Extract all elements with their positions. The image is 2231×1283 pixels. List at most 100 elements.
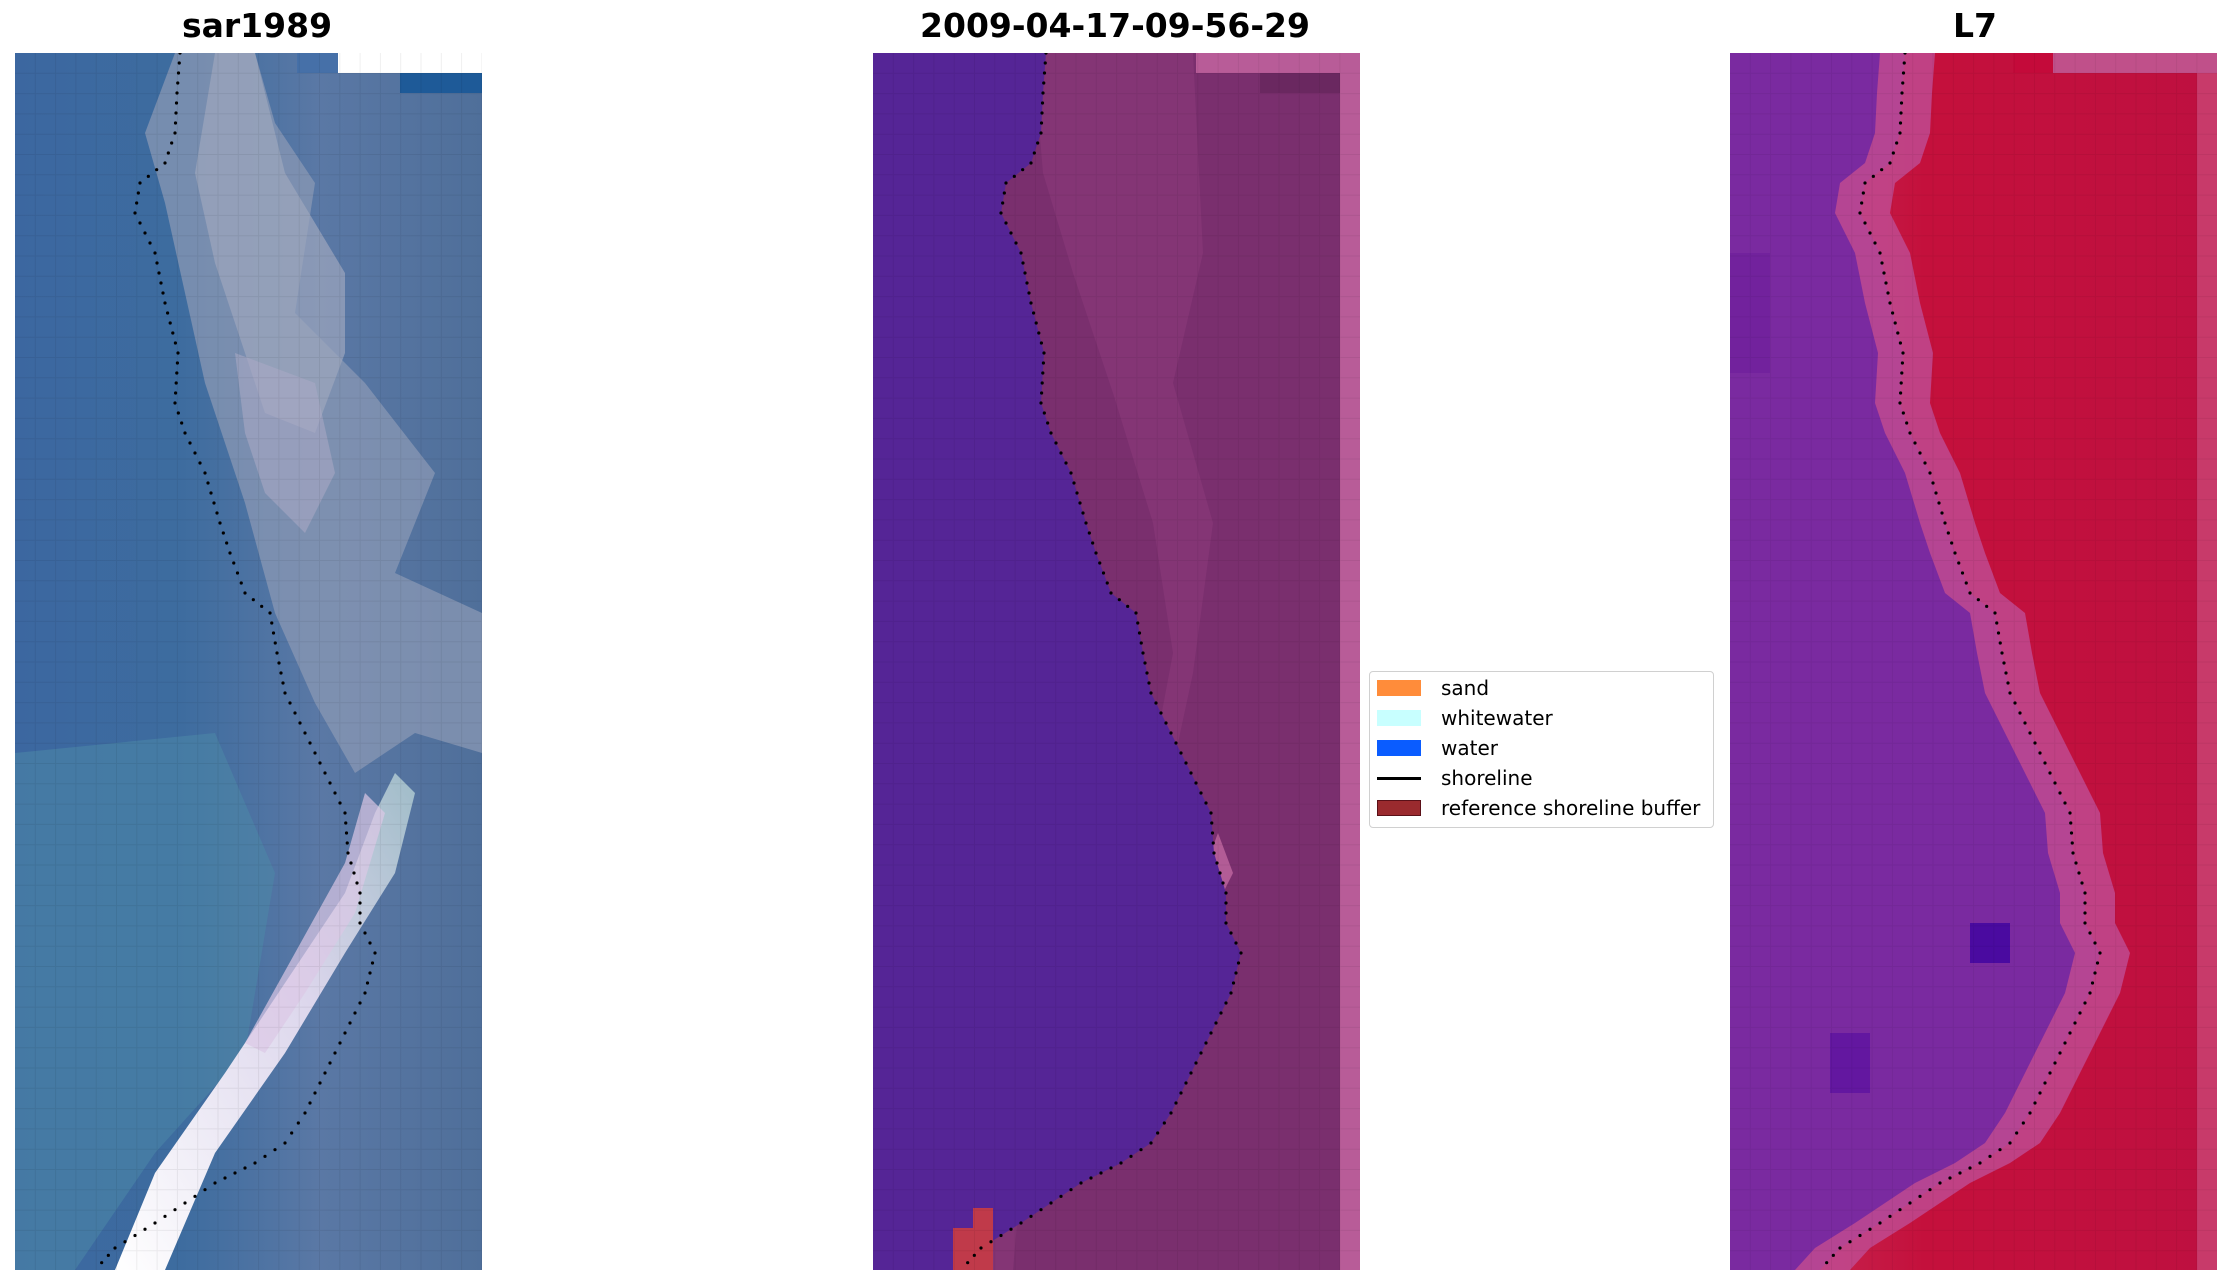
shoreline-point — [1029, 301, 1033, 305]
shoreline-point — [1049, 1201, 1053, 1205]
shoreline-point — [2069, 831, 2074, 835]
shoreline-point — [1036, 141, 1040, 145]
shoreline-point — [1119, 1161, 1123, 1165]
shoreline-point — [2069, 821, 2073, 825]
shoreline-point — [161, 291, 165, 295]
shoreline-point — [2018, 711, 2022, 715]
panel-title-index: L7 — [1953, 6, 1997, 45]
shoreline-point — [188, 441, 192, 445]
shoreline-point — [1189, 771, 1193, 775]
shoreline-point — [2028, 731, 2032, 735]
shoreline-point — [163, 1214, 167, 1218]
shoreline-point — [358, 901, 362, 905]
shoreline-point — [1831, 1253, 1835, 1257]
shoreline-point — [1880, 261, 1884, 265]
shoreline-point — [343, 1031, 347, 1035]
shoreline-point — [1901, 411, 1905, 415]
shoreline-point — [213, 1181, 217, 1185]
shoreline-point — [233, 1171, 237, 1175]
shoreline-point — [138, 181, 142, 185]
shoreline-point — [1958, 1171, 1962, 1175]
shoreline-point — [1037, 331, 1041, 335]
legend-label: whitewater — [1441, 706, 1553, 730]
shoreline-point — [221, 531, 225, 535]
shoreline-point — [176, 71, 181, 75]
shoreline-point — [1899, 101, 1904, 105]
shoreline-point — [133, 211, 137, 215]
shoreline-point — [2063, 801, 2067, 805]
shoreline-point — [1953, 551, 1957, 555]
shoreline-point — [318, 761, 322, 765]
rgb-image-panel — [15, 53, 482, 1270]
shoreline-point — [1099, 1171, 1103, 1175]
shoreline-point — [1888, 301, 1892, 305]
shoreline-dots — [100, 53, 377, 1265]
shoreline-point — [2078, 1011, 2082, 1015]
shoreline-point — [1189, 1071, 1193, 1075]
shoreline-point — [1021, 168, 1025, 172]
shoreline-point — [1968, 591, 1972, 595]
shoreline-point — [243, 1166, 247, 1170]
shoreline-point — [163, 301, 167, 305]
shoreline-point — [296, 1121, 300, 1125]
shoreline-point — [1079, 1181, 1083, 1185]
shoreline-point — [1014, 241, 1018, 245]
shoreline-point — [2090, 981, 2095, 985]
shoreline-point — [1882, 271, 1886, 275]
shoreline-point — [1895, 141, 1899, 145]
shoreline-point — [1098, 561, 1102, 565]
shoreline-point — [323, 1071, 327, 1075]
shoreline-point — [1194, 781, 1198, 785]
shoreline-point — [263, 1154, 267, 1158]
shoreline-point — [239, 581, 243, 585]
shoreline-point — [1042, 81, 1046, 85]
shoreline-point — [1224, 911, 1228, 915]
shoreline-point — [1868, 1227, 1872, 1231]
shoreline-point — [1041, 361, 1045, 365]
legend-item-shoreline: shoreline — [1377, 764, 1533, 792]
shoreline-point — [1221, 881, 1225, 885]
shoreline-point — [966, 1261, 970, 1265]
shoreline-point — [1117, 598, 1121, 602]
shoreline-point — [1204, 801, 1208, 805]
shoreline-point — [344, 831, 349, 835]
shoreline-point — [999, 1233, 1003, 1238]
legend-item-reference-buffer: reference shoreline buffer — [1377, 794, 1700, 822]
shoreline-point — [1179, 1091, 1183, 1095]
shoreline-point — [180, 421, 184, 425]
shoreline-point — [1903, 53, 1907, 55]
shoreline-point — [1229, 931, 1233, 935]
shoreline-point — [2098, 951, 2102, 955]
legend: sand whitewater water shoreline referenc… — [1369, 671, 1714, 828]
shoreline-point — [2006, 681, 2010, 685]
shoreline-point — [373, 951, 377, 955]
shoreline-point — [365, 981, 370, 985]
shoreline-point — [235, 571, 240, 575]
shoreline-point — [271, 631, 276, 635]
shoreline-point — [1210, 831, 1215, 835]
shoreline-point — [1893, 321, 1897, 325]
shoreline-point — [338, 801, 342, 805]
shoreline-point — [1154, 701, 1158, 705]
shoreline-point — [1873, 241, 1877, 245]
shoreline-point — [1162, 1121, 1166, 1125]
shoreline-point — [218, 521, 222, 525]
shoreline-point — [288, 701, 292, 705]
shoreline-point — [355, 881, 359, 885]
shoreline-point — [1900, 371, 1904, 375]
shoreline-point — [2058, 791, 2062, 795]
shoreline-point — [1901, 81, 1905, 85]
shoreline-point — [1145, 671, 1149, 675]
shoreline-point — [1898, 121, 1903, 125]
shoreline-point — [303, 731, 307, 735]
water-swatch-icon — [1377, 740, 1421, 756]
shoreline-point — [348, 1021, 352, 1025]
transition-band — [1795, 53, 2130, 1270]
shoreline-point — [328, 781, 332, 785]
shoreline-point — [2033, 741, 2037, 745]
shoreline-point — [1880, 168, 1884, 172]
shoreline-point — [281, 681, 285, 685]
shoreline-point — [1075, 491, 1079, 495]
shoreline-point — [1995, 621, 1999, 625]
shoreline-point — [1976, 598, 1980, 602]
